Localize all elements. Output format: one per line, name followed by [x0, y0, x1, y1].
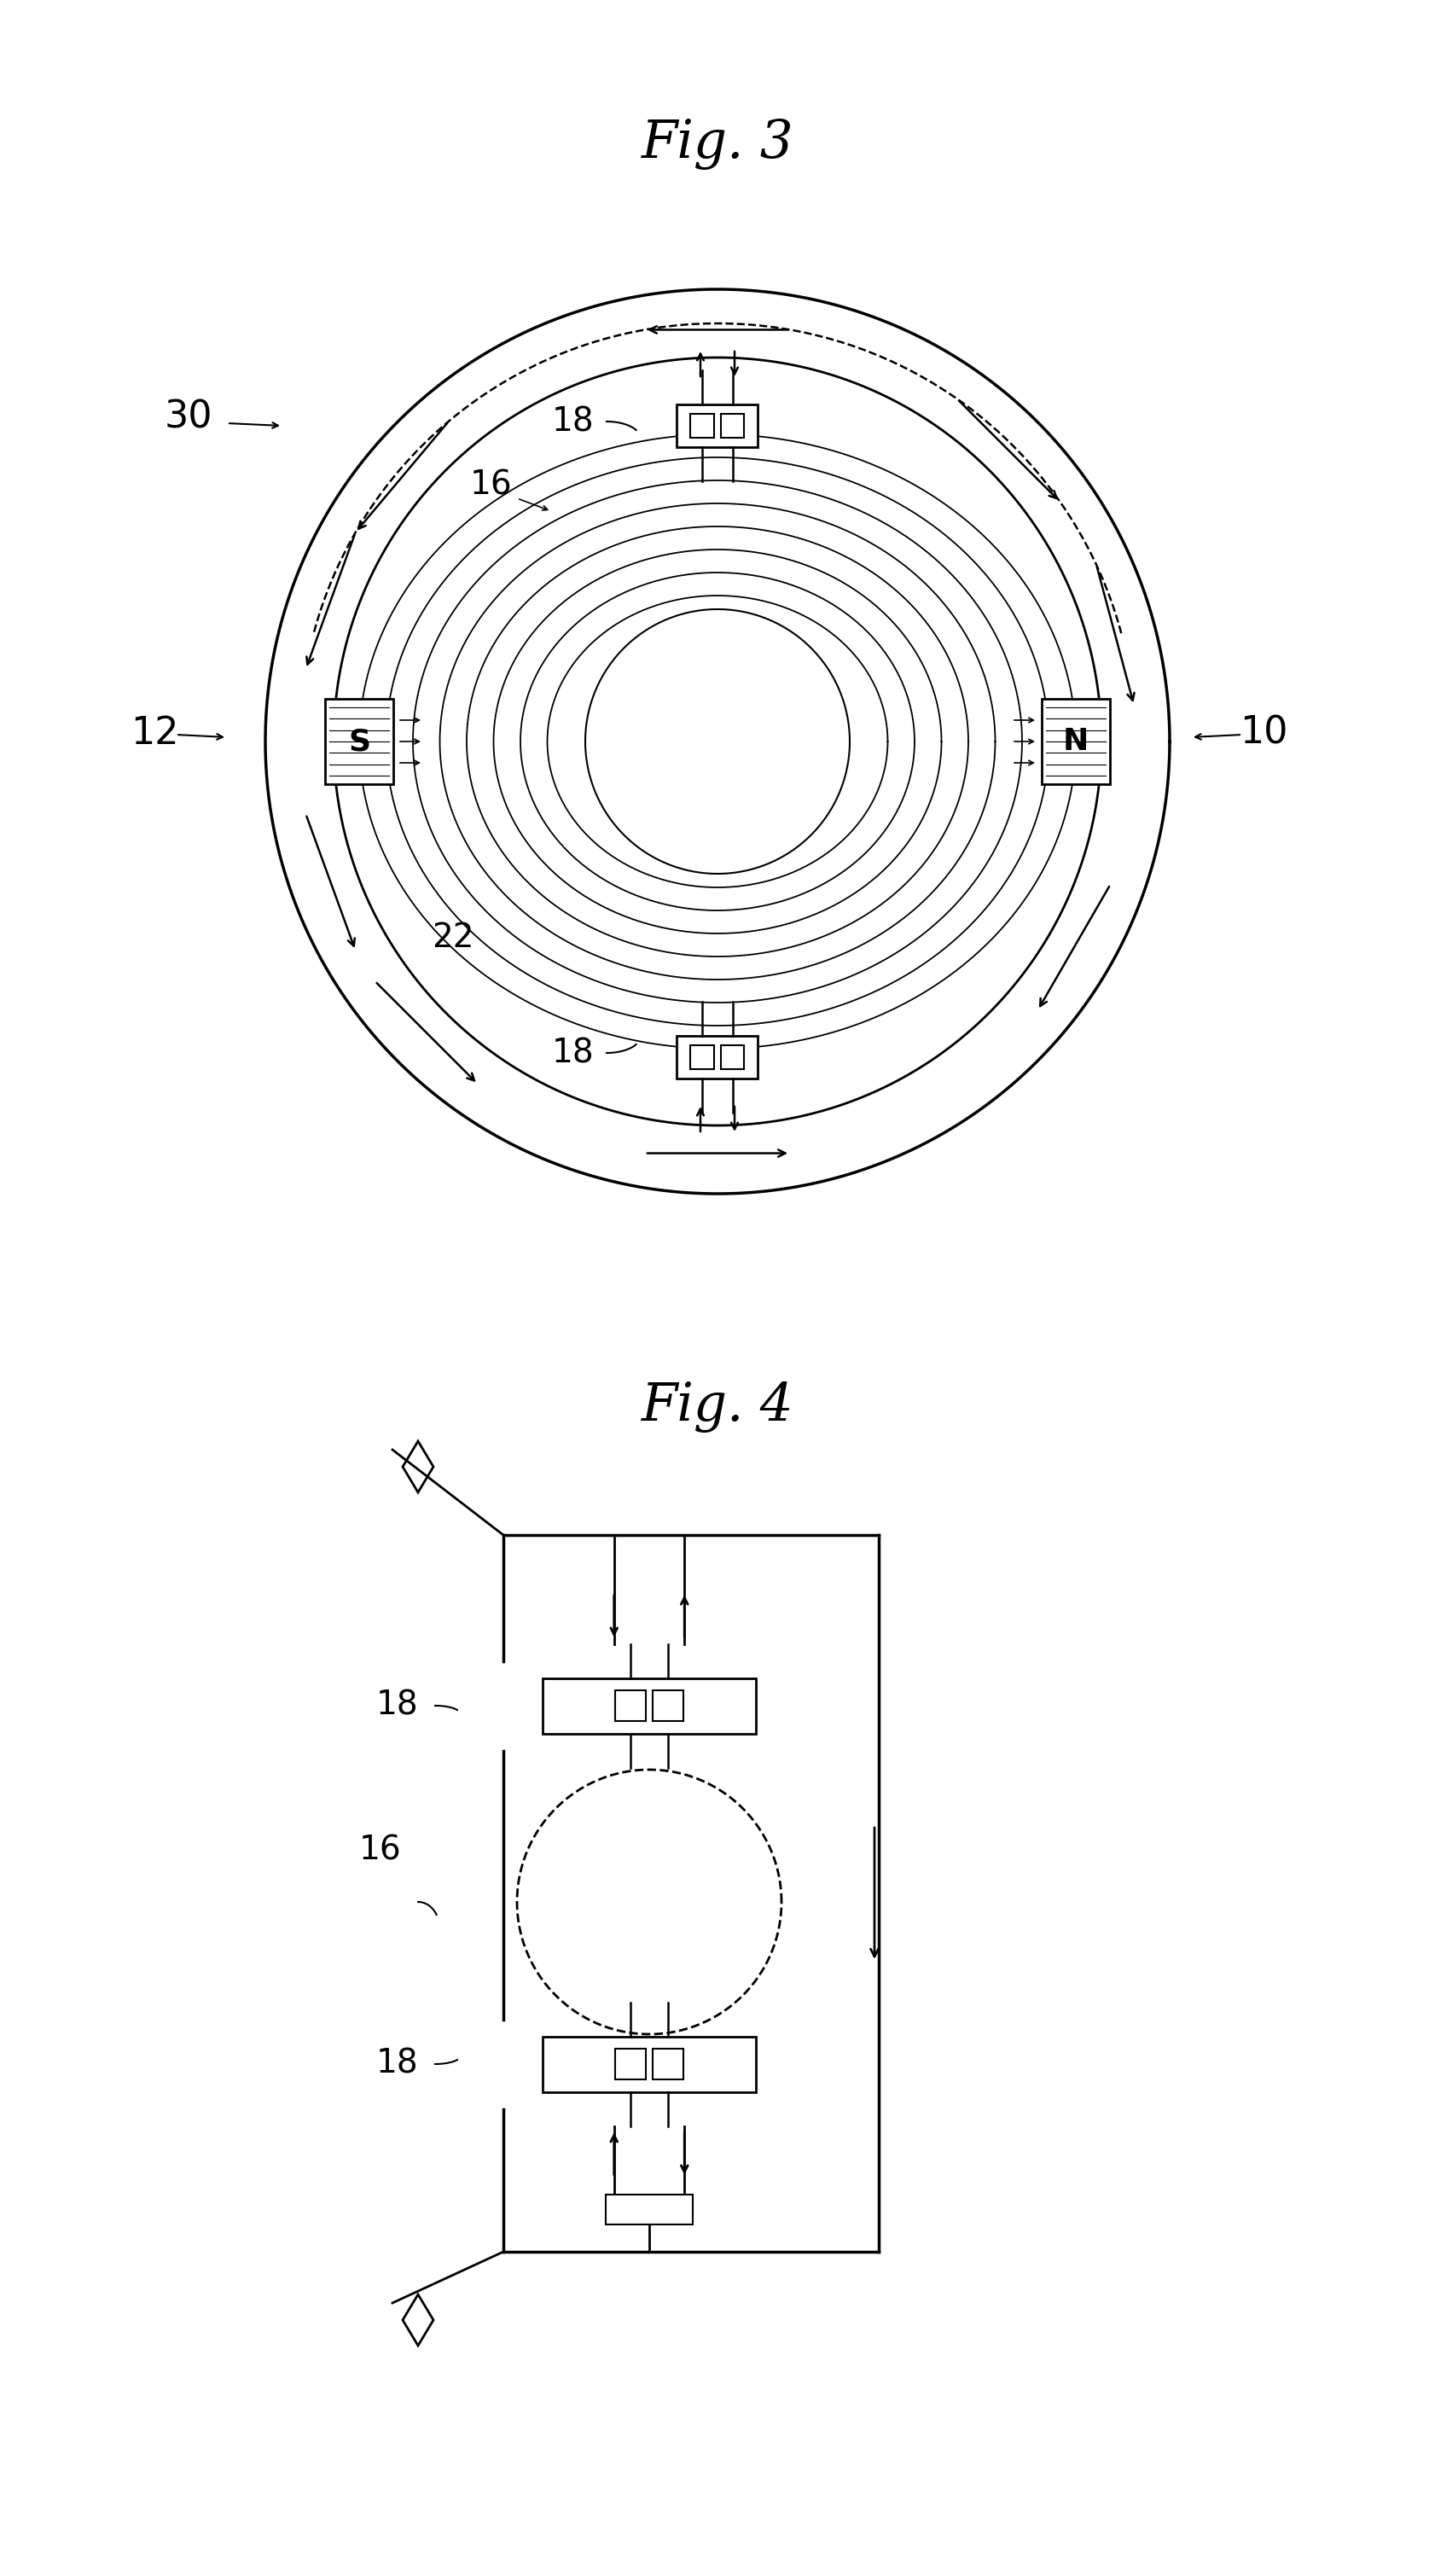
Text: 12: 12 — [131, 714, 178, 752]
Bar — [690, 1046, 713, 1069]
Text: 16: 16 — [469, 469, 512, 502]
Bar — [676, 404, 758, 448]
Text: 18: 18 — [376, 2048, 418, 2081]
Text: N: N — [1062, 726, 1088, 755]
Text: Fig. 3: Fig. 3 — [641, 118, 794, 170]
Bar — [542, 1677, 755, 1734]
Bar — [1040, 698, 1109, 783]
Bar — [606, 2195, 693, 2223]
Bar — [324, 698, 393, 783]
Text: 10: 10 — [1238, 714, 1287, 752]
Text: 18: 18 — [551, 404, 594, 438]
Text: 18: 18 — [551, 1036, 594, 1069]
Text: 16: 16 — [359, 1834, 400, 1868]
Text: Fig. 4: Fig. 4 — [641, 1381, 794, 1432]
Bar — [720, 415, 743, 438]
Bar — [676, 1036, 758, 1079]
Text: 30: 30 — [164, 399, 212, 435]
Text: 18: 18 — [376, 1690, 418, 1721]
Bar — [690, 415, 713, 438]
Bar — [653, 2048, 683, 2079]
Text: S: S — [347, 726, 370, 755]
Text: 22: 22 — [432, 922, 474, 953]
Bar — [720, 1046, 743, 1069]
Bar — [653, 1690, 683, 1721]
Bar — [616, 1690, 646, 1721]
Bar — [542, 2035, 755, 2092]
Bar — [616, 2048, 646, 2079]
